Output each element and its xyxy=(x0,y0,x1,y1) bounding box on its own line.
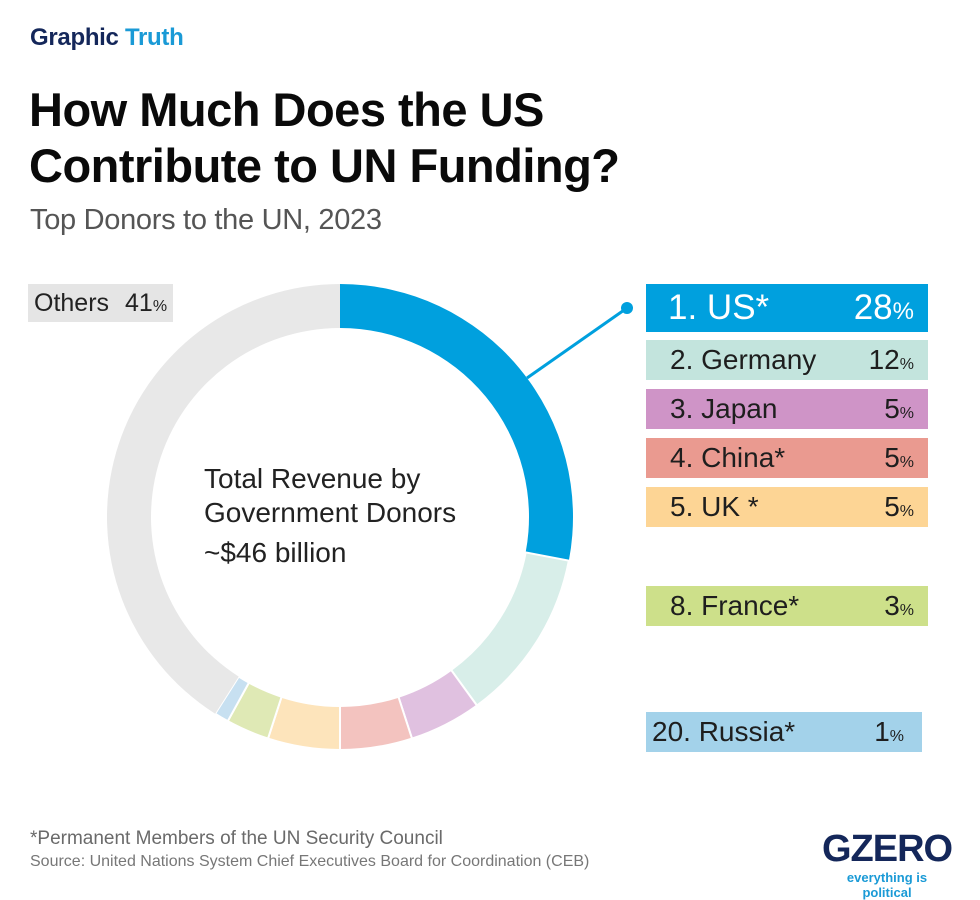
others-label: Others 41% xyxy=(28,284,174,322)
center-amount: ~$46 billion xyxy=(204,537,347,568)
legend-value: 5% xyxy=(884,393,914,424)
legend-label: 2. Germany xyxy=(670,344,817,375)
kicker: Graphic Truth xyxy=(30,24,184,52)
legend-label: 20. Russia* xyxy=(652,716,796,747)
legend-label: 4. China* xyxy=(670,442,786,473)
legend-item-germany: 2. Germany 12% xyxy=(646,340,928,380)
legend-item-uk: 5. UK * 5% xyxy=(646,487,928,527)
others-value: 41% xyxy=(125,288,168,317)
source-note: Source: United Nations System Chief Exec… xyxy=(30,853,590,870)
legend-value: 5% xyxy=(884,491,914,522)
us-leader-dot xyxy=(621,302,633,314)
kicker-truth: Truth xyxy=(124,24,184,51)
legend-value: 3% xyxy=(884,590,914,621)
legend-item-japan: 3. Japan 5% xyxy=(646,389,928,429)
legend-item-china: 4. China* 5% xyxy=(646,438,928,478)
others-name: Others xyxy=(34,288,110,317)
legend-label: 5. UK * xyxy=(670,491,759,522)
legend-label: 1. US* xyxy=(668,288,770,327)
us-leader-line xyxy=(526,306,628,380)
legend-value: 1% xyxy=(874,716,904,747)
page-subtitle: Top Donors to the UN, 2023 xyxy=(30,204,382,236)
legend-value: 5% xyxy=(884,442,914,473)
legend-label: 8. France* xyxy=(670,590,800,621)
donut-segments xyxy=(107,284,573,752)
donut-segment-others xyxy=(107,284,340,714)
logo-mark: GZERO xyxy=(822,828,953,870)
donut-center-text: Total Revenue by Government Donors ~$46 … xyxy=(204,462,456,570)
legend-item-russia: 20. Russia* 1% xyxy=(646,712,922,752)
legend-value: 28% xyxy=(853,288,914,327)
footnote: *Permanent Members of the UN Security Co… xyxy=(30,828,443,849)
legend-item-france: 8. France* 3% xyxy=(646,586,928,626)
legend-value: 12% xyxy=(868,344,914,375)
legend-label: 3. Japan xyxy=(670,393,778,424)
donut-segment-germany xyxy=(449,551,571,707)
logo-tagline: everything is political xyxy=(846,870,928,900)
kicker-graphic: Graphic xyxy=(30,24,119,51)
donut-segment-russia xyxy=(213,675,251,723)
donut-segment-china xyxy=(339,695,414,752)
gzero-logo: GZERO everything is political xyxy=(822,828,953,900)
legend-item-us: 1. US* 28% xyxy=(646,284,928,332)
center-line-1: Total Revenue by xyxy=(204,463,421,494)
page-title: How Much Does the US Contribute to UN Fu… xyxy=(29,83,620,192)
donut-segment-us xyxy=(340,284,573,561)
center-line-2: Government Donors xyxy=(204,497,457,528)
